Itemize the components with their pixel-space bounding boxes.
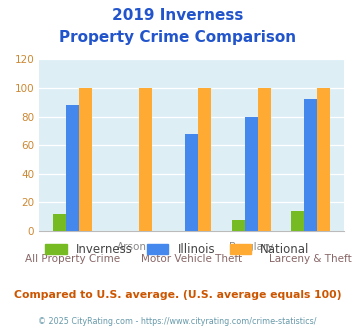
Text: Arson: Arson [117, 243, 147, 252]
Bar [258, 88, 271, 231]
Bar [53, 214, 66, 231]
Bar [198, 88, 211, 231]
Bar [231, 219, 245, 231]
Bar [304, 99, 317, 231]
Text: 2019 Inverness: 2019 Inverness [112, 8, 243, 23]
Legend: Inverness, Illinois, National: Inverness, Illinois, National [42, 240, 313, 260]
Text: Larceny & Theft: Larceny & Theft [269, 254, 352, 264]
Bar [317, 88, 331, 231]
Bar [185, 134, 198, 231]
Text: All Property Crime: All Property Crime [25, 254, 120, 264]
Text: Property Crime Comparison: Property Crime Comparison [59, 30, 296, 45]
Text: © 2025 CityRating.com - https://www.cityrating.com/crime-statistics/: © 2025 CityRating.com - https://www.city… [38, 317, 317, 326]
Bar [245, 116, 258, 231]
Text: Compared to U.S. average. (U.S. average equals 100): Compared to U.S. average. (U.S. average … [14, 290, 341, 300]
Bar [291, 211, 304, 231]
Bar [79, 88, 92, 231]
Bar [66, 105, 79, 231]
Bar [139, 88, 152, 231]
Text: Motor Vehicle Theft: Motor Vehicle Theft [141, 254, 242, 264]
Text: Burglary: Burglary [229, 243, 273, 252]
